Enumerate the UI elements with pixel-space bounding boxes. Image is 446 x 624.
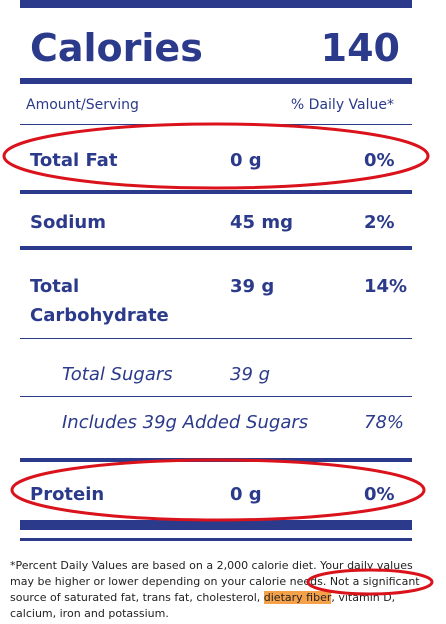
total-carbohydrate-label-line2: Carbohydrate (30, 305, 169, 326)
calories-rule (20, 78, 412, 84)
footnote: *Percent Daily Values are based on a 2,0… (10, 558, 430, 622)
calories-value: 140 (320, 26, 400, 70)
total-sugars-amount: 39 g (230, 364, 271, 385)
protein-dv: 0% (364, 484, 395, 505)
protein-label: Protein (30, 484, 105, 505)
total-sugars-label: Total Sugars (62, 364, 173, 385)
divider (20, 190, 412, 194)
header-divider (20, 124, 412, 125)
total-fat-amount: 0 g (230, 150, 262, 171)
total-carbohydrate-label-line1: Total (30, 276, 80, 297)
calories-label: Calories (30, 26, 203, 70)
added-sugars-dv: 78% (364, 412, 405, 433)
daily-value-header: % Daily Value* (290, 97, 394, 113)
bottom-rule (20, 520, 412, 530)
divider (20, 396, 412, 397)
total-fat-label: Total Fat (30, 150, 118, 171)
divider (20, 246, 412, 250)
sodium-dv: 2% (364, 212, 395, 233)
divider (20, 338, 412, 339)
divider (20, 458, 412, 462)
sodium-label: Sodium (30, 212, 106, 233)
protein-amount: 0 g (230, 484, 262, 505)
bottom-rule-thin (20, 538, 412, 541)
sodium-amount: 45 mg (230, 212, 293, 233)
total-fat-dv: 0% (364, 150, 395, 171)
total-carbohydrate-amount: 39 g (230, 276, 275, 297)
added-sugars-label: Includes 39g Added Sugars (62, 412, 309, 433)
dietary-fiber-highlight: dietary fiber (263, 591, 332, 604)
amount-serving-header: Amount/Serving (26, 97, 139, 113)
top-rule (20, 0, 412, 8)
total-carbohydrate-dv: 14% (364, 276, 408, 297)
